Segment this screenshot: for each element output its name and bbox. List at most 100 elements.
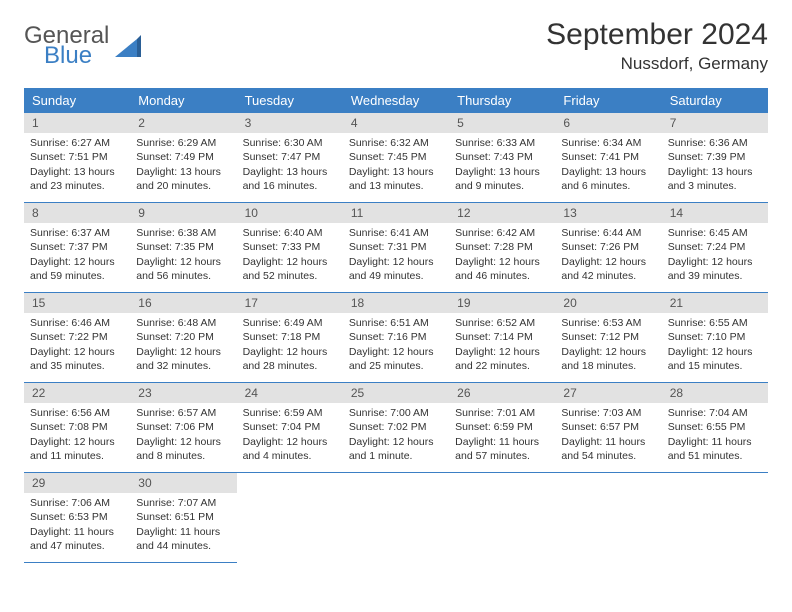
day-content: Sunrise: 7:01 AMSunset: 6:59 PMDaylight:… bbox=[449, 403, 555, 471]
day-cell: 16Sunrise: 6:48 AMSunset: 7:20 PMDayligh… bbox=[130, 293, 236, 383]
day-content: Sunrise: 6:33 AMSunset: 7:43 PMDaylight:… bbox=[449, 133, 555, 201]
sunset-text: Sunset: 6:53 PM bbox=[30, 510, 124, 524]
day-cell: 3Sunrise: 6:30 AMSunset: 7:47 PMDaylight… bbox=[237, 113, 343, 203]
day-content: Sunrise: 6:32 AMSunset: 7:45 PMDaylight:… bbox=[343, 133, 449, 201]
sunrise-text: Sunrise: 6:42 AM bbox=[455, 226, 549, 240]
sunrise-text: Sunrise: 6:33 AM bbox=[455, 136, 549, 150]
sunset-text: Sunset: 7:31 PM bbox=[349, 240, 443, 254]
weekday-saturday: Saturday bbox=[662, 88, 768, 113]
day-content: Sunrise: 6:27 AMSunset: 7:51 PMDaylight:… bbox=[24, 133, 130, 201]
sunrise-text: Sunrise: 6:49 AM bbox=[243, 316, 337, 330]
day-number: 13 bbox=[555, 203, 661, 223]
day-cell bbox=[555, 473, 661, 563]
daylight-text: Daylight: 11 hours and 57 minutes. bbox=[455, 435, 549, 463]
sunrise-text: Sunrise: 6:45 AM bbox=[668, 226, 762, 240]
day-content: Sunrise: 6:37 AMSunset: 7:37 PMDaylight:… bbox=[24, 223, 130, 291]
day-content: Sunrise: 6:51 AMSunset: 7:16 PMDaylight:… bbox=[343, 313, 449, 381]
day-content: Sunrise: 6:52 AMSunset: 7:14 PMDaylight:… bbox=[449, 313, 555, 381]
day-number: 26 bbox=[449, 383, 555, 403]
sunrise-text: Sunrise: 6:55 AM bbox=[668, 316, 762, 330]
day-cell: 23Sunrise: 6:57 AMSunset: 7:06 PMDayligh… bbox=[130, 383, 236, 473]
day-number: 1 bbox=[24, 113, 130, 133]
day-number: 30 bbox=[130, 473, 236, 493]
sunset-text: Sunset: 7:12 PM bbox=[561, 330, 655, 344]
day-cell: 9Sunrise: 6:38 AMSunset: 7:35 PMDaylight… bbox=[130, 203, 236, 293]
sunrise-text: Sunrise: 6:38 AM bbox=[136, 226, 230, 240]
sunrise-text: Sunrise: 6:29 AM bbox=[136, 136, 230, 150]
day-cell: 14 Sunrise: 6:45 AMSunset: 7:24 PMDayligh… bbox=[662, 203, 768, 293]
sunset-text: Sunset: 7:41 PM bbox=[561, 150, 655, 164]
day-content: Sunrise: 6:59 AMSunset: 7:04 PMDaylight:… bbox=[237, 403, 343, 471]
day-cell: 30Sunrise: 7:07 AMSunset: 6:51 PMDayligh… bbox=[130, 473, 236, 563]
weekday-sunday: Sunday bbox=[24, 88, 130, 113]
sunset-text: Sunset: 7:45 PM bbox=[349, 150, 443, 164]
daylight-text: Daylight: 12 hours and 1 minute. bbox=[349, 435, 443, 463]
day-number: 3 bbox=[237, 113, 343, 133]
sunset-text: Sunset: 7:26 PM bbox=[561, 240, 655, 254]
daylight-text: Daylight: 12 hours and 56 minutes. bbox=[136, 255, 230, 283]
daylight-text: Daylight: 13 hours and 16 minutes. bbox=[243, 165, 337, 193]
day-cell: 8Sunrise: 6:37 AMSunset: 7:37 PMDaylight… bbox=[24, 203, 130, 293]
day-number: 9 bbox=[130, 203, 236, 223]
day-number: 28 bbox=[662, 383, 768, 403]
day-number: 27 bbox=[555, 383, 661, 403]
day-number: 22 bbox=[24, 383, 130, 403]
logo-triangle-icon bbox=[115, 35, 141, 57]
daylight-text: Daylight: 12 hours and 59 minutes. bbox=[30, 255, 124, 283]
day-cell: 21 Sunrise: 6:55 AMSunset: 7:10 PMDayligh… bbox=[662, 293, 768, 383]
day-number: 21 bbox=[662, 293, 768, 313]
day-content: Sunrise: 6:49 AMSunset: 7:18 PMDaylight:… bbox=[237, 313, 343, 381]
daylight-text: Daylight: 11 hours and 54 minutes. bbox=[561, 435, 655, 463]
day-content: Sunrise: 7:00 AMSunset: 7:02 PMDaylight:… bbox=[343, 403, 449, 471]
day-number: 14 bbox=[662, 203, 768, 223]
day-cell: 22Sunrise: 6:56 AMSunset: 7:08 PMDayligh… bbox=[24, 383, 130, 473]
sunset-text: Sunset: 6:59 PM bbox=[455, 420, 549, 434]
daylight-text: Daylight: 12 hours and 28 minutes. bbox=[243, 345, 337, 373]
title-block: September 2024 Nussdorf, Germany bbox=[546, 18, 768, 74]
daylight-text: Daylight: 13 hours and 23 minutes. bbox=[30, 165, 124, 193]
sunrise-text: Sunrise: 7:04 AM bbox=[668, 406, 762, 420]
day-cell: 4Sunrise: 6:32 AMSunset: 7:45 PMDaylight… bbox=[343, 113, 449, 203]
sunset-text: Sunset: 7:20 PM bbox=[136, 330, 230, 344]
sunset-text: Sunset: 7:51 PM bbox=[30, 150, 124, 164]
sunrise-text: Sunrise: 6:32 AM bbox=[349, 136, 443, 150]
weekday-tuesday: Tuesday bbox=[237, 88, 343, 113]
daylight-text: Daylight: 12 hours and 39 minutes. bbox=[668, 255, 762, 283]
sunset-text: Sunset: 7:08 PM bbox=[30, 420, 124, 434]
month-title: September 2024 bbox=[546, 18, 768, 52]
sunrise-text: Sunrise: 6:36 AM bbox=[668, 136, 762, 150]
day-cell: 24Sunrise: 6:59 AMSunset: 7:04 PMDayligh… bbox=[237, 383, 343, 473]
day-content: Sunrise: 7:04 AMSunset: 6:55 PMDaylight:… bbox=[662, 403, 768, 471]
daylight-text: Daylight: 13 hours and 6 minutes. bbox=[561, 165, 655, 193]
day-cell bbox=[449, 473, 555, 563]
sunrise-text: Sunrise: 6:41 AM bbox=[349, 226, 443, 240]
sunset-text: Sunset: 7:06 PM bbox=[136, 420, 230, 434]
sunrise-text: Sunrise: 6:44 AM bbox=[561, 226, 655, 240]
day-cell: 11Sunrise: 6:41 AMSunset: 7:31 PMDayligh… bbox=[343, 203, 449, 293]
day-cell: 10Sunrise: 6:40 AMSunset: 7:33 PMDayligh… bbox=[237, 203, 343, 293]
sunset-text: Sunset: 7:28 PM bbox=[455, 240, 549, 254]
day-number: 4 bbox=[343, 113, 449, 133]
day-number: 18 bbox=[343, 293, 449, 313]
day-number: 8 bbox=[24, 203, 130, 223]
daylight-text: Daylight: 13 hours and 20 minutes. bbox=[136, 165, 230, 193]
day-number: 10 bbox=[237, 203, 343, 223]
day-cell: 26Sunrise: 7:01 AMSunset: 6:59 PMDayligh… bbox=[449, 383, 555, 473]
day-cell: 12Sunrise: 6:42 AMSunset: 7:28 PMDayligh… bbox=[449, 203, 555, 293]
weekday-wednesday: Wednesday bbox=[343, 88, 449, 113]
day-number: 5 bbox=[449, 113, 555, 133]
sunset-text: Sunset: 7:10 PM bbox=[668, 330, 762, 344]
day-cell: 5Sunrise: 6:33 AMSunset: 7:43 PMDaylight… bbox=[449, 113, 555, 203]
day-number: 19 bbox=[449, 293, 555, 313]
day-cell: 25Sunrise: 7:00 AMSunset: 7:02 PMDayligh… bbox=[343, 383, 449, 473]
sunrise-text: Sunrise: 6:56 AM bbox=[30, 406, 124, 420]
daylight-text: Daylight: 12 hours and 15 minutes. bbox=[668, 345, 762, 373]
sunrise-text: Sunrise: 7:07 AM bbox=[136, 496, 230, 510]
day-content: Sunrise: 6:57 AMSunset: 7:06 PMDaylight:… bbox=[130, 403, 236, 471]
sunset-text: Sunset: 7:22 PM bbox=[30, 330, 124, 344]
sunrise-text: Sunrise: 6:59 AM bbox=[243, 406, 337, 420]
day-cell: 1Sunrise: 6:27 AMSunset: 7:51 PMDaylight… bbox=[24, 113, 130, 203]
day-content: Sunrise: 6:34 AMSunset: 7:41 PMDaylight:… bbox=[555, 133, 661, 201]
sunset-text: Sunset: 7:24 PM bbox=[668, 240, 762, 254]
day-cell: 29Sunrise: 7:06 AMSunset: 6:53 PMDayligh… bbox=[24, 473, 130, 563]
